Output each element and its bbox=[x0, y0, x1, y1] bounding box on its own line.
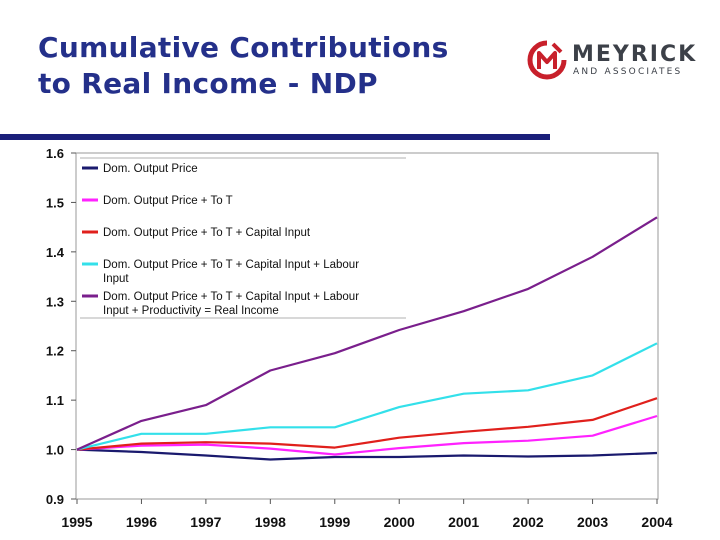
legend-label-2: Dom. Output Price + To T bbox=[103, 195, 233, 207]
x-tick-label: 1995 bbox=[61, 514, 92, 530]
y-tick-label: 1.5 bbox=[46, 195, 64, 210]
y-tick-label: 1.3 bbox=[46, 294, 64, 309]
x-tick-label: 2002 bbox=[513, 514, 544, 530]
y-tick-label: 1.4 bbox=[46, 245, 65, 260]
y-tick-label: 0.9 bbox=[46, 492, 64, 507]
legend-label-1: Dom. Output Price bbox=[103, 163, 198, 175]
title-divider bbox=[0, 134, 550, 140]
series-lines bbox=[76, 216, 658, 461]
y-tick-label: 1.0 bbox=[46, 443, 64, 458]
y-tick-label: 1.1 bbox=[46, 393, 64, 408]
series-line-5 bbox=[76, 216, 658, 451]
y-tick-label: 1.6 bbox=[46, 146, 64, 161]
legend-label-4: Dom. Output Price + To T + Capital Input… bbox=[103, 259, 359, 285]
title-line-2: to Real Income - NDP bbox=[38, 67, 378, 100]
title-line-1: Cumulative Contributions bbox=[38, 31, 449, 64]
y-tick-label: 1.2 bbox=[46, 344, 64, 359]
line-chart: 1.61.51.41.31.21.11.00.9 1995 1996 1997 199… bbox=[46, 146, 673, 530]
x-tick-label: 1997 bbox=[190, 514, 221, 530]
chart-legend: Dom. Output Price Dom. Output Price + To … bbox=[78, 155, 408, 319]
logo-tagline: AND ASSOCIATES bbox=[573, 67, 683, 77]
slide-title: Cumulative Contributions to Real Income … bbox=[38, 30, 449, 102]
legend-label-3: Dom. Output Price + To T + Capital Input bbox=[103, 227, 311, 239]
x-axis: 1995 1996 1997 1998 1999 2000 2001 2002 2003 2004 bbox=[61, 499, 673, 530]
legend-label-5: Dom. Output Price + To T + Capital Input… bbox=[103, 291, 359, 317]
series-line-2 bbox=[76, 414, 658, 456]
y-axis: 1.6 1.5 1.4 1.3 1.2 1.1 1.0 0.9 bbox=[46, 146, 76, 507]
logo-name: MEYRICK bbox=[572, 42, 698, 67]
x-tick-label: 1999 bbox=[319, 514, 350, 530]
x-tick-label: 1998 bbox=[255, 514, 286, 530]
series-line-4 bbox=[76, 342, 658, 451]
logo-mark-icon bbox=[527, 40, 567, 80]
x-tick-label: 2004 bbox=[641, 514, 672, 530]
company-logo: MEYRICK AND ASSOCIATES bbox=[527, 40, 707, 84]
x-tick-label: 2003 bbox=[577, 514, 608, 530]
legend-box bbox=[78, 155, 408, 318]
x-tick-label: 2001 bbox=[448, 514, 479, 530]
x-tick-label: 1996 bbox=[126, 514, 157, 530]
x-tick-label: 2000 bbox=[384, 514, 415, 530]
series-line-3 bbox=[76, 397, 658, 451]
series-line-1 bbox=[76, 448, 658, 461]
